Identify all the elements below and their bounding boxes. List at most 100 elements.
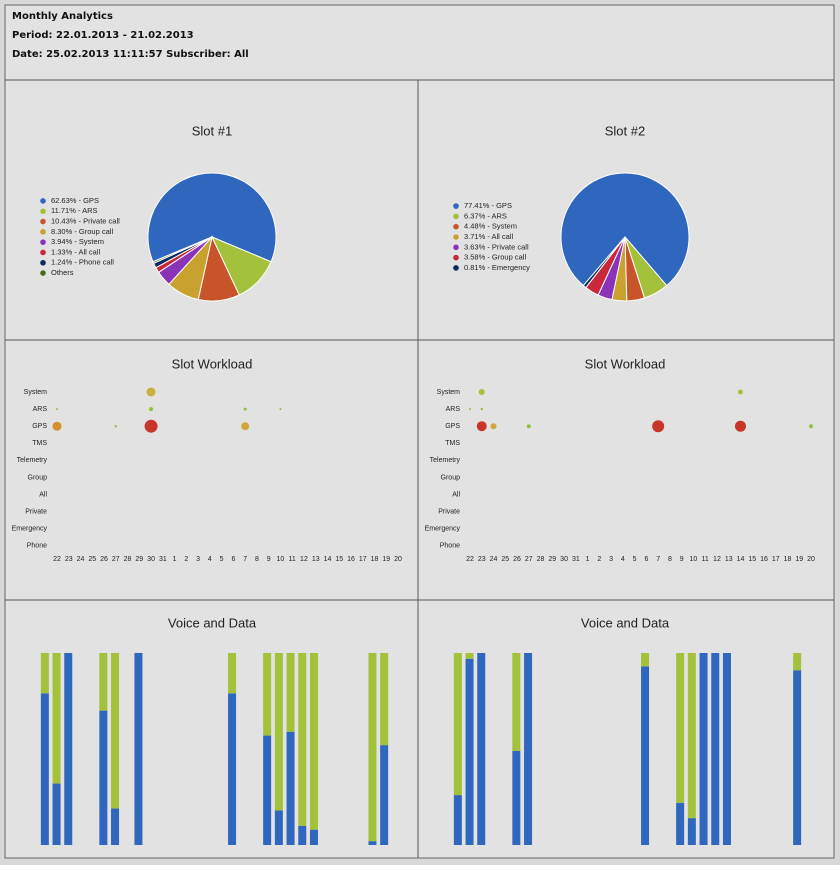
bar-segment [676,653,685,803]
bubble [469,408,471,411]
pie-slice [560,172,690,287]
header-period: Period: 22.01.2013 - 21.02.2013 [12,30,194,41]
bar-segment [793,670,802,845]
x-tick-label: 4 [208,556,212,563]
y-tick-label: Private [25,509,47,516]
legend-marker [453,234,459,240]
legend-label: 8.30% - Group call [51,227,113,236]
bar-segment [512,653,521,751]
bar-segment [711,653,720,845]
x-tick-label: 9 [267,556,271,563]
bar-segment [380,653,389,746]
bar-segment [274,810,283,845]
bar-segment [228,653,237,694]
bar-segment [676,802,685,845]
chart-title: Voice and Data [581,615,670,630]
bar-segment [52,783,61,845]
bubble [149,407,154,412]
x-tick-label: 29 [135,556,143,563]
y-tick-label: Emergency [425,526,461,533]
legend-marker [453,203,459,209]
bubble [476,421,487,432]
chart-title: Slot Workload [585,356,666,371]
bar-segment [228,693,237,845]
x-tick-label: 27 [525,556,533,563]
bar-segment [453,795,462,845]
pie-slice [152,236,213,264]
bar-segment [274,653,283,811]
x-tick-label: 4 [621,556,625,563]
bar-segment [52,653,61,784]
x-tick-label: 6 [231,556,235,563]
x-tick-label: 8 [255,556,259,563]
y-tick-label: Telemetry [430,457,461,464]
x-tick-label: 6 [644,556,648,563]
x-tick-label: 29 [548,556,556,563]
y-tick-label: Group [28,474,48,481]
legend-label: 3.58% - Group call [464,253,526,262]
bar-segment [380,745,389,845]
bar-segment [309,829,318,845]
x-tick-label: 18 [784,556,792,563]
bubble [809,424,814,429]
bubble [478,389,485,395]
x-tick-label: 2 [597,556,601,563]
x-tick-label: 22 [53,556,61,563]
x-tick-label: 27 [112,556,120,563]
x-tick-label: 7 [656,556,660,563]
bar-segment [641,666,650,845]
y-tick-label: All [39,491,47,498]
legend-marker [453,265,459,271]
x-tick-label: 23 [65,556,73,563]
bubble [144,419,158,433]
x-tick-label: 28 [537,556,545,563]
x-tick-label: 26 [100,556,108,563]
bar-segment [699,653,708,845]
bubble [52,421,62,431]
x-tick-label: 3 [196,556,200,563]
bar-segment [286,653,295,732]
x-tick-label: 5 [220,556,224,563]
bar-segment [134,653,143,845]
x-tick-label: 1 [173,556,177,563]
x-tick-label: 26 [513,556,521,563]
x-tick-label: 18 [371,556,379,563]
bar-segment [687,653,696,819]
y-tick-label: System [437,389,461,396]
legend-marker [40,229,46,235]
x-tick-label: 12 [713,556,721,563]
legend-label: 11.71% - ARS [51,206,98,215]
y-tick-label: ARS [33,406,48,413]
x-tick-label: 16 [347,556,355,563]
y-tick-label: All [452,491,460,498]
legend-marker [40,239,46,245]
x-tick-label: 20 [394,556,402,563]
bubble [652,420,665,433]
bubble [114,425,118,428]
x-tick-label: 15 [748,556,756,563]
x-tick-label: 7 [243,556,247,563]
bar-segment [368,841,377,845]
legend-marker [453,223,459,230]
legend-label: Others [51,268,74,277]
y-tick-label: TMS [32,440,47,447]
bar-segment [793,653,802,671]
bar-segment [722,653,731,845]
x-tick-label: 30 [147,556,155,563]
x-tick-label: 20 [807,556,815,563]
x-tick-label: 14 [737,556,745,563]
bar-segment [465,658,474,845]
bar-segment [298,825,307,845]
legend-marker [40,249,46,256]
y-tick-label: Phone [440,543,460,550]
legend-label: 3.71% - All call [464,232,514,241]
x-tick-label: 16 [760,556,768,563]
x-tick-label: 12 [300,556,308,563]
x-tick-label: 31 [572,556,580,563]
bar-segment [453,653,462,796]
legend-label: 0.81% - Emergency [464,263,530,272]
bubble [737,389,743,395]
x-tick-label: 23 [478,556,486,563]
bubble [243,407,247,411]
frame [4,4,835,859]
